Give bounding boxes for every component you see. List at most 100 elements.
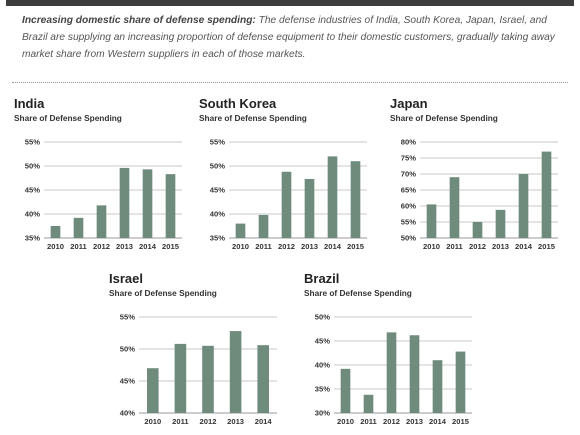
y-tick-label: 55% [401, 218, 416, 227]
bar [142, 169, 153, 238]
chart-israel: Israel Share of Defense Spending 40% 45% 5… [109, 271, 285, 433]
x-tick-label: 2011 [70, 242, 87, 251]
chart-ylabel: Share of Defense Spending [390, 113, 498, 123]
y-tick-label: 40% [210, 210, 225, 219]
x-tick-label: 2015 [452, 417, 470, 426]
bar [350, 161, 361, 238]
y-tick-label: 65% [401, 186, 416, 195]
bar [363, 394, 374, 413]
x-tick-label: 2014 [515, 242, 533, 251]
x-tick-label: 2014 [429, 417, 447, 426]
x-tick-label: 2011 [255, 242, 272, 251]
x-tick-label: 2012 [383, 417, 400, 426]
bar [495, 209, 506, 238]
y-tick-label: 70% [401, 170, 416, 179]
chart-ylabel: Share of Defense Spending [14, 113, 122, 123]
x-tick-label: 2015 [347, 242, 365, 251]
x-tick-label: 2012 [93, 242, 110, 251]
x-tick-label: 2013 [301, 242, 318, 251]
bar [455, 351, 466, 413]
y-tick-label: 45% [120, 377, 135, 386]
y-tick-label: 75% [401, 154, 416, 163]
y-tick-label: 50% [120, 345, 135, 354]
y-tick-label: 45% [25, 186, 40, 195]
chart-title: South Korea [199, 96, 277, 111]
bar [96, 205, 107, 238]
chart-plot: 40% 45% 50% 55% 2010 2011 2012 2013 2014 [120, 313, 277, 426]
x-tick-label: 2010 [144, 417, 161, 426]
y-tick-label: 35% [210, 234, 225, 243]
y-tick-label: 35% [315, 385, 330, 394]
bar [73, 217, 84, 238]
x-tick-label: 2012 [200, 417, 217, 426]
x-tick-label: 2011 [360, 417, 377, 426]
bar [432, 360, 443, 413]
chart-title: India [14, 96, 45, 111]
chart-title: Israel [109, 271, 143, 286]
top-bar [6, 0, 574, 6]
bar [147, 368, 159, 413]
y-tick-label: 80% [401, 138, 416, 147]
bar [340, 368, 351, 413]
bar [327, 156, 338, 238]
bar [229, 331, 242, 413]
y-tick-label: 55% [210, 138, 225, 147]
chart-plot: 50% 55% 60% 65% 70% 75% 80% 2010 2011 2012 2013 201… [401, 138, 558, 251]
x-tick-label: 2014 [255, 417, 273, 426]
bar [409, 335, 420, 413]
bar [174, 343, 187, 413]
bar [518, 174, 529, 238]
bar [235, 223, 246, 238]
x-tick-label: 2010 [47, 242, 64, 251]
bar [386, 332, 397, 413]
chart-plot: 35% 40% 45% 50% 55% 2010 2011 2012 2013 2014 2015 [25, 138, 182, 251]
x-tick-label: 2011 [172, 417, 189, 426]
x-tick-label: 2010 [337, 417, 354, 426]
bar [449, 177, 460, 238]
y-tick-label: 30% [315, 409, 330, 418]
x-tick-label: 2012 [469, 242, 486, 251]
x-tick-label: 2015 [162, 242, 180, 251]
chart-ylabel: Share of Defense Spending [199, 113, 307, 123]
bar [472, 222, 483, 238]
y-tick-label: 55% [120, 313, 135, 322]
y-tick-label: 60% [401, 202, 416, 211]
y-tick-label: 50% [315, 313, 330, 322]
y-tick-label: 45% [315, 337, 330, 346]
x-tick-label: 2013 [116, 242, 133, 251]
x-tick-label: 2014 [139, 242, 157, 251]
bar [281, 171, 292, 238]
chart-title: Japan [390, 96, 428, 111]
chart-title: Brazil [304, 271, 340, 286]
bar [165, 174, 176, 238]
chart-ylabel: Share of Defense Spending [304, 288, 412, 298]
chart-ylabel: Share of Defense Spending [109, 288, 217, 298]
x-tick-label: 2015 [538, 242, 556, 251]
y-tick-label: 50% [25, 162, 40, 171]
caption: Increasing domestic share of defense spe… [22, 12, 562, 63]
chart-japan: Japan Share of Defense Spending 50% 55% 60… [390, 96, 566, 261]
bar [119, 167, 130, 238]
caption-lead: Increasing domestic share of defense spe… [22, 15, 256, 26]
bar [258, 214, 269, 238]
x-tick-label: 2010 [232, 242, 249, 251]
x-tick-label: 2014 [324, 242, 342, 251]
y-tick-label: 50% [210, 162, 225, 171]
chart-brazil: Brazil Share of Defense Spending 30% 35% 4… [304, 271, 480, 433]
x-tick-label: 2011 [446, 242, 463, 251]
caption-body: The defense industries of India, South K… [22, 15, 555, 60]
y-tick-label: 40% [315, 361, 330, 370]
bar [304, 178, 315, 238]
bar [541, 151, 552, 238]
caption-divider [12, 82, 568, 83]
x-tick-label: 2012 [278, 242, 295, 251]
x-tick-label: 2013 [227, 417, 244, 426]
chart-south-korea: South Korea Share of Defense Spending 35… [199, 96, 375, 261]
y-tick-label: 35% [25, 234, 40, 243]
bar [426, 204, 437, 238]
y-tick-label: 40% [25, 210, 40, 219]
bar [202, 345, 214, 413]
bar [257, 345, 269, 413]
y-tick-label: 40% [120, 409, 135, 418]
x-tick-label: 2013 [492, 242, 509, 251]
